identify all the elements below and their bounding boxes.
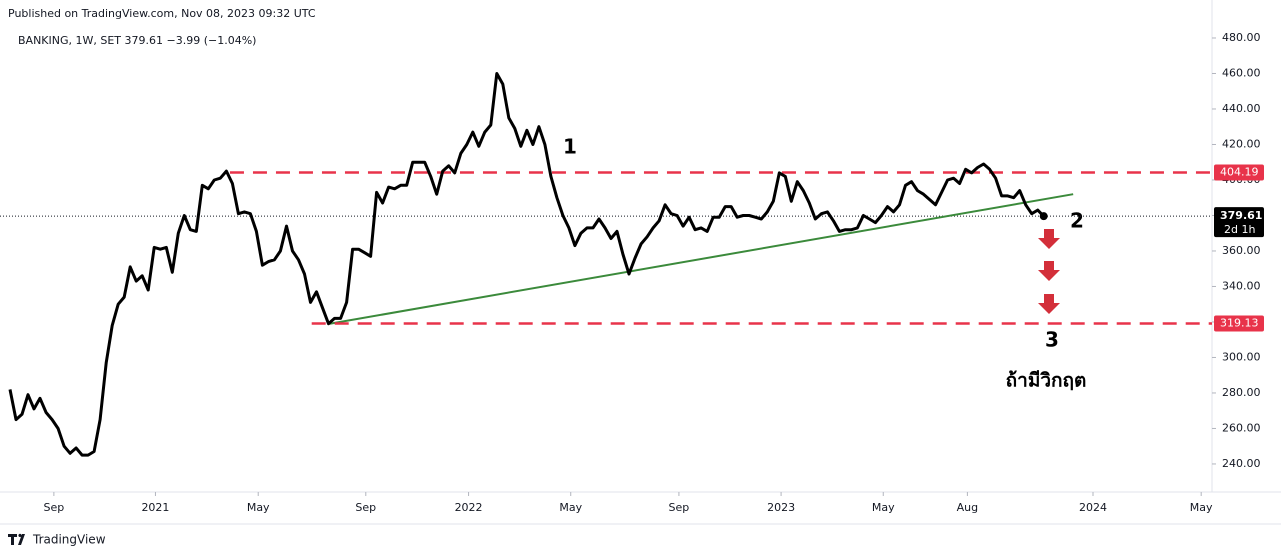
y-tick-label: 300.00	[1222, 350, 1261, 363]
x-tick-label: 2021	[141, 501, 169, 514]
annotation: 1	[563, 135, 577, 159]
price-line	[8, 72, 1045, 457]
x-tick-label: May	[247, 501, 270, 514]
arrow	[1038, 229, 1060, 249]
x-tick-label: May	[559, 501, 582, 514]
x-tick-label: 2023	[767, 501, 795, 514]
last-price-bg	[1214, 207, 1264, 238]
level-label: 404.19	[1220, 166, 1259, 179]
y-tick-label: 340.00	[1222, 279, 1261, 292]
level-label-bg	[1214, 315, 1264, 332]
brand-logo	[8, 533, 25, 545]
annotation: ถ้ามีวิกฤต	[1006, 370, 1087, 392]
x-tick-label: Aug	[957, 501, 978, 514]
last-price-label: 379.61	[1220, 209, 1262, 222]
x-tick-label: May	[872, 501, 895, 514]
y-tick-label: 460.00	[1222, 66, 1261, 79]
annotation: 3	[1045, 328, 1059, 352]
published-note: Published on TradingView.com, Nov 08, 20…	[8, 7, 316, 20]
x-tick-label: 2024	[1079, 501, 1107, 514]
arrow	[1038, 261, 1060, 281]
y-tick-label: 420.00	[1222, 137, 1261, 150]
arrow	[1038, 294, 1060, 314]
symbol-header: BANKING, 1W, SET 379.61 −3.99 (−1.04%)	[18, 34, 256, 47]
y-tick-label: 280.00	[1222, 386, 1261, 399]
countdown-label: 2d 1h	[1224, 223, 1255, 236]
annotation: 2	[1070, 209, 1084, 233]
red-arrows	[1038, 229, 1060, 314]
last-point	[1039, 212, 1048, 221]
y-tick-label: 260.00	[1222, 421, 1261, 434]
trendline	[329, 193, 1074, 325]
y-tick-label: 360.00	[1222, 244, 1261, 257]
x-tick-label: Sep	[355, 501, 376, 514]
x-tick-label: 2022	[455, 501, 483, 514]
brand: TradingView	[32, 533, 106, 547]
y-tick-label: 440.00	[1222, 102, 1261, 115]
level-label: 319.13	[1220, 317, 1259, 330]
x-tick-label: Sep	[44, 501, 65, 514]
x-tick-label: May	[1190, 501, 1213, 514]
x-tick-label: Sep	[669, 501, 690, 514]
y-tick-label: 240.00	[1222, 457, 1261, 470]
level-label-bg	[1214, 164, 1264, 181]
y-tick-label: 480.00	[1222, 31, 1261, 44]
